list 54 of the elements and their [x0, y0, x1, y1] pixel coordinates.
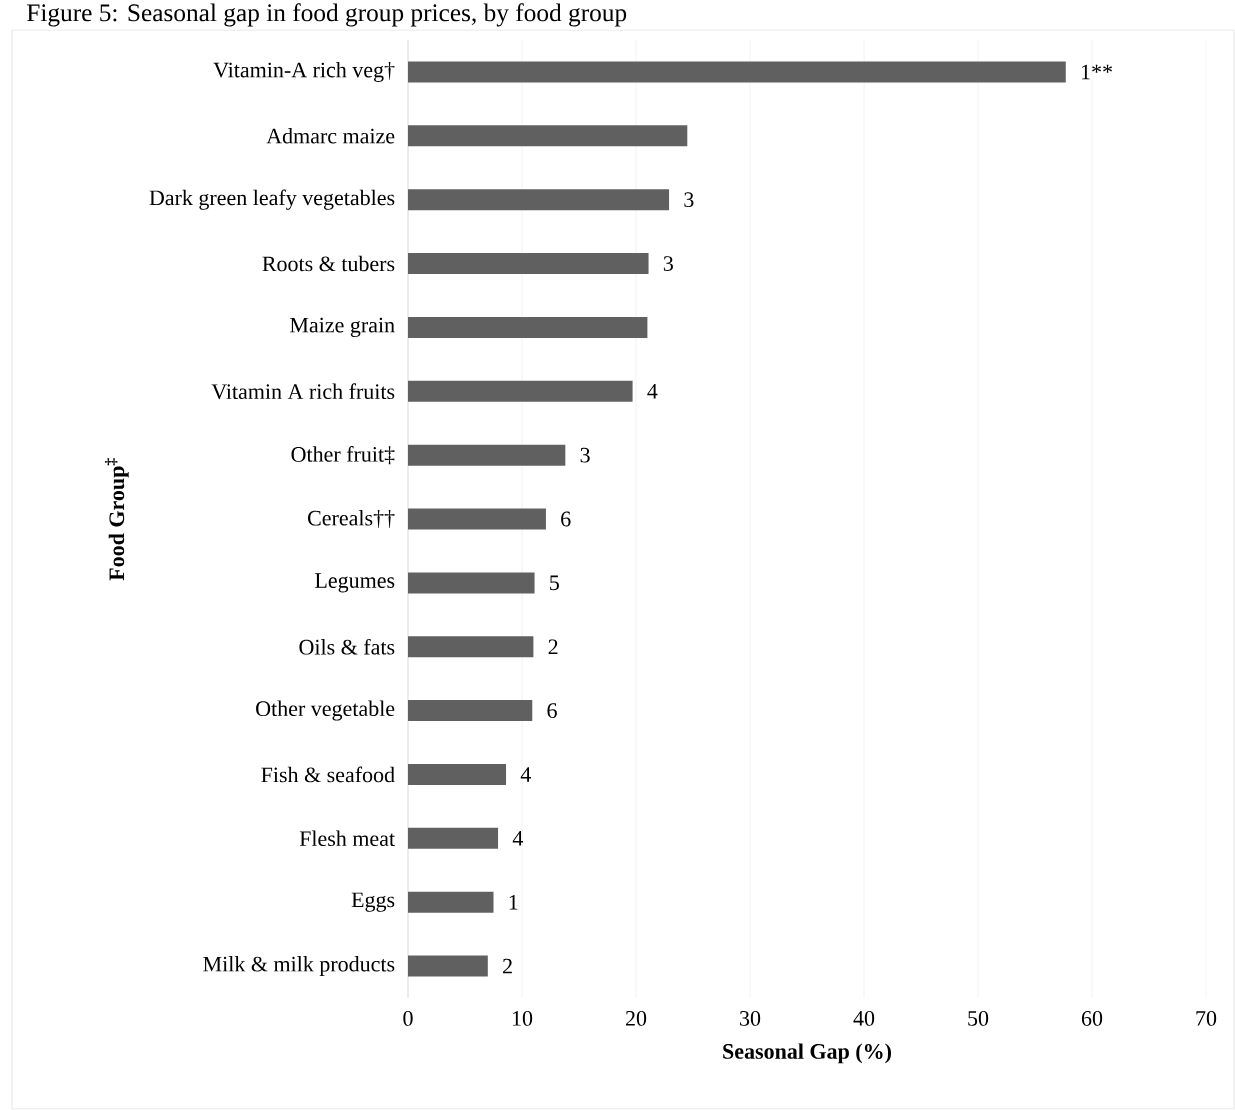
- x-tick-label: 40: [853, 1010, 875, 1026]
- x-tick-label: 20: [625, 1010, 647, 1026]
- annotation: 5: [550, 575, 559, 591]
- annotation: 4: [520, 767, 531, 782]
- y-tick-label: Other fruit‡: [291, 446, 395, 465]
- x-tick-label: 70: [1196, 1010, 1217, 1026]
- bar: [408, 700, 533, 722]
- bar: [408, 189, 670, 211]
- bar: [408, 636, 534, 658]
- bar: [408, 380, 633, 402]
- annotation: 2: [503, 958, 512, 974]
- y-tick-label: Dark green leafy vegetables: [149, 189, 395, 210]
- y-tick-label: Eggs: [351, 892, 395, 912]
- y-tick-label: Oils & fats: [299, 638, 395, 655]
- bar: [408, 955, 488, 977]
- y-axis-title: Food Group$^{‡}$: [104, 458, 129, 581]
- y-tick-label: Vitamin-A rich veg†: [213, 61, 395, 82]
- x-tick-label: 0: [403, 1010, 413, 1026]
- bar: [408, 125, 688, 147]
- annotation: 6: [547, 703, 557, 718]
- bar: [408, 508, 546, 530]
- y-tick-label: Vitamin A rich fruits: [211, 383, 395, 400]
- bar: [408, 444, 566, 466]
- annotation: 1**: [1081, 64, 1112, 80]
- y-tick-label: Roots & tubers: [262, 255, 395, 272]
- bar: [408, 891, 494, 913]
- y-tick-label: Milk & milk products: [203, 956, 395, 977]
- y-tick-label: Cereals††: [308, 510, 395, 528]
- bar: [408, 827, 499, 849]
- y-tick-label: Flesh meat: [299, 830, 395, 847]
- y-tick-label: Other vegetable: [256, 700, 395, 721]
- x-tick-label: 60: [1081, 1010, 1103, 1026]
- annotation: 3: [580, 447, 590, 463]
- chart-title: Figure 5: Seasonal gap in food group prices, by food group: [27, 3, 627, 27]
- y-tick-label: Admarc maize: [266, 128, 395, 144]
- y-tick-label: Maize grain: [290, 317, 395, 338]
- y-tick-label: Legumes: [315, 573, 395, 593]
- annotation: 3: [663, 256, 673, 271]
- annotation: 4: [512, 831, 523, 846]
- annotation: 2: [548, 639, 558, 655]
- bar: [408, 763, 507, 785]
- bar: [408, 316, 648, 338]
- x-tick-label: 50: [968, 1010, 989, 1026]
- bar: [408, 572, 535, 594]
- annotation: 4: [647, 384, 658, 399]
- y-tick-label: Fish & seafood: [261, 766, 395, 783]
- bar: [408, 253, 649, 275]
- x-tick-label: 30: [740, 1010, 761, 1026]
- annotation: 3: [684, 192, 694, 208]
- bar: [408, 61, 1066, 83]
- x-axis-title: Seasonal Gap (%): [723, 1043, 891, 1064]
- annotation: 6: [561, 511, 571, 527]
- x-tick-label: 10: [512, 1010, 533, 1026]
- annotation: 1: [509, 894, 518, 910]
